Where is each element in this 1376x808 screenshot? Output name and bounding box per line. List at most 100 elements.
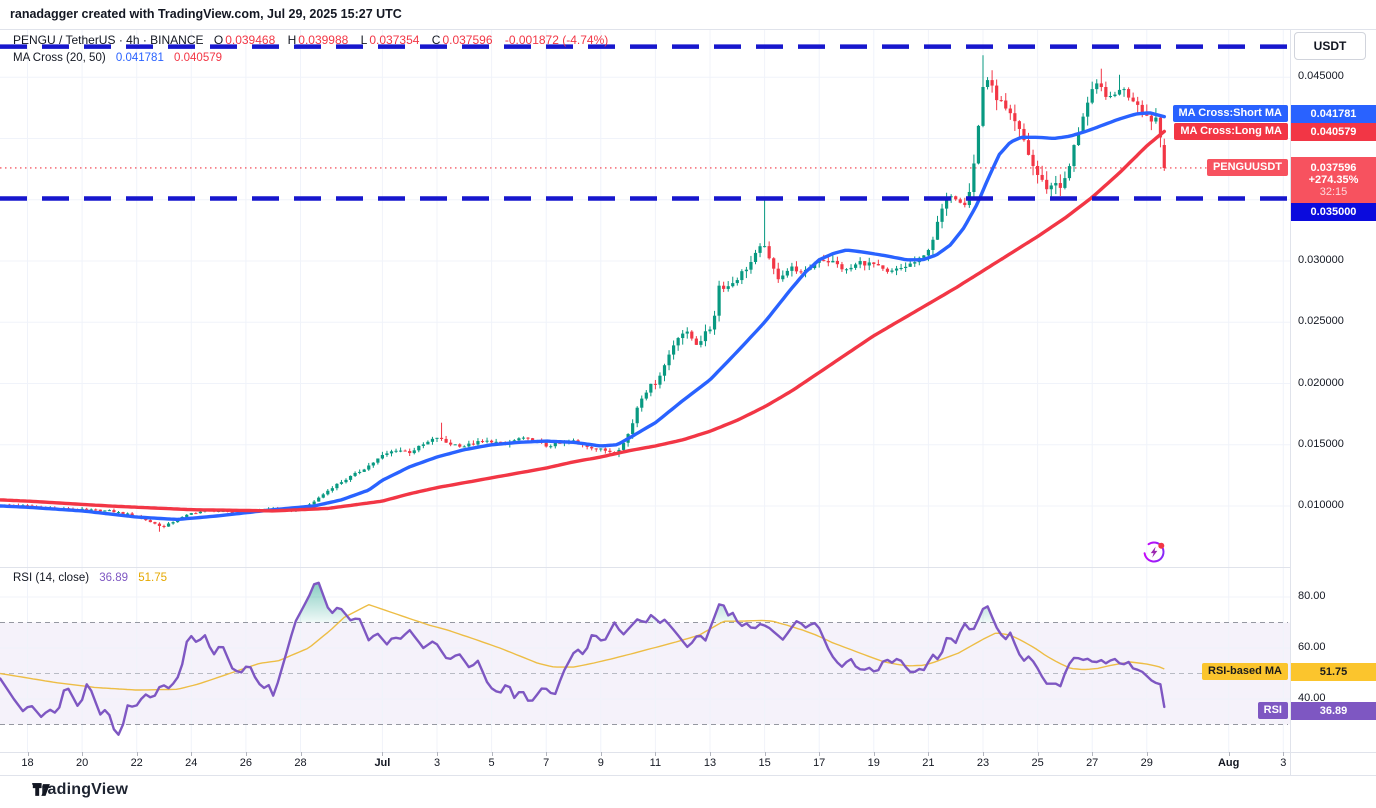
time-axis-label[interactable]: 25 xyxy=(1031,757,1044,769)
time-tick-mark xyxy=(1037,752,1039,756)
rsi-value: 36.89 xyxy=(99,572,129,584)
rsi-value-label: 36.89 xyxy=(1291,701,1376,720)
time-tick-mark xyxy=(819,752,821,756)
time-tick-mark xyxy=(655,752,657,756)
time-axis-label[interactable]: 3 xyxy=(1280,757,1287,769)
instant-trading-icon[interactable] xyxy=(1141,539,1167,565)
time-axis-label[interactable]: 23 xyxy=(976,757,990,769)
high-label: H xyxy=(287,33,297,47)
time-axis-label[interactable]: 20 xyxy=(75,757,89,769)
ma-short-value: 0.041781 xyxy=(115,52,164,64)
currency-toggle-button[interactable]: USDT xyxy=(1294,32,1366,60)
open-value: 0.039468 xyxy=(225,33,276,47)
price-pane[interactable] xyxy=(0,30,1290,568)
time-axis-label[interactable]: 24 xyxy=(185,757,198,769)
long-ma-price-label: 0.040579 xyxy=(1291,122,1376,141)
price-tick-label[interactable]: 0.010000 xyxy=(1298,499,1344,511)
rsi-line xyxy=(0,581,1166,736)
ma-long-value: 0.040579 xyxy=(174,52,223,64)
price-tick-label[interactable]: 0.045000 xyxy=(1298,70,1344,83)
close-label: C xyxy=(431,33,441,47)
time-axis-label[interactable]: 7 xyxy=(543,757,550,769)
time-axis-label[interactable]: 19 xyxy=(867,757,880,769)
support-level-label: 0.035000 xyxy=(1291,203,1376,221)
tradingview-logo[interactable]: TradingView xyxy=(32,781,128,799)
time-axis-label[interactable]: Jul xyxy=(374,757,391,769)
time-tick-mark xyxy=(491,752,493,756)
change-value: -0.001872 (-4.74%) xyxy=(504,33,609,47)
time-tick-mark xyxy=(600,752,602,756)
last-price-value: 0.037596 xyxy=(1310,162,1357,174)
rsi-ma-line xyxy=(0,604,1165,691)
time-axis-divider xyxy=(0,752,1376,753)
time-tick-mark xyxy=(1228,752,1230,756)
price-tick-label[interactable]: 0.030000 xyxy=(1298,254,1344,266)
rsi-ma-value: 51.75 xyxy=(138,572,168,584)
long-ma-tag: MA Cross:Long MA xyxy=(1174,122,1288,140)
time-axis-label[interactable]: 28 xyxy=(294,757,307,769)
header-divider xyxy=(0,29,1376,30)
time-tick-mark xyxy=(191,752,193,756)
price-axis-border xyxy=(1290,30,1291,775)
time-tick-mark xyxy=(710,752,711,756)
open-label: O xyxy=(213,33,224,47)
time-axis-label[interactable]: 26 xyxy=(239,757,253,769)
time-axis-label[interactable]: 13 xyxy=(703,757,717,769)
rsi-tag: RSI xyxy=(1257,701,1288,719)
time-axis-label[interactable]: 3 xyxy=(433,757,441,769)
close-value: 0.037596 xyxy=(442,33,493,47)
watermark-header: ranadagger created with TradingView.com,… xyxy=(10,7,402,21)
symbol-price-tag: PENGUUSDT xyxy=(1206,159,1288,176)
time-axis-label[interactable]: 5 xyxy=(488,757,495,769)
time-tick-mark xyxy=(983,752,984,756)
rsi-legend[interactable]: RSI (14, close) 36.89 51.75 xyxy=(13,572,169,584)
time-axis-label[interactable]: 9 xyxy=(597,757,604,769)
price-tick-label[interactable]: 0.020000 xyxy=(1298,376,1344,389)
time-tick-mark xyxy=(1283,752,1285,756)
bar-countdown: 32:15 xyxy=(1319,186,1348,198)
time-axis-label[interactable]: 17 xyxy=(813,757,826,769)
rsi-pane[interactable] xyxy=(0,568,1290,752)
time-tick-mark xyxy=(27,752,29,756)
rsi-tick-label[interactable]: 60.00 xyxy=(1298,641,1326,653)
time-axis-label[interactable]: 22 xyxy=(130,757,143,769)
time-axis-label[interactable]: 29 xyxy=(1140,757,1153,769)
ma-cross-legend[interactable]: MA Cross (20, 50) 0.041781 0.040579 xyxy=(13,52,224,64)
high-value: 0.039988 xyxy=(298,33,349,47)
time-axis-label[interactable]: 21 xyxy=(922,757,935,769)
time-axis-label[interactable]: 18 xyxy=(21,757,34,769)
rsi-overbought-fill xyxy=(295,582,995,623)
time-axis-label[interactable]: 15 xyxy=(758,757,771,769)
time-tick-mark xyxy=(1092,752,1094,756)
rsi-title: RSI (14, close) xyxy=(13,572,90,584)
short-ma-tag: MA Cross:Short MA xyxy=(1172,104,1288,122)
last-price-label: 0.037596 +274.35% 32:15 xyxy=(1291,157,1376,203)
symbol-legend[interactable]: PENGU / TetherUS · 4h · BINANCE O 0.03946… xyxy=(13,33,610,47)
short-ma-price-label: 0.041781 xyxy=(1291,104,1376,123)
time-axis-label[interactable]: 27 xyxy=(1086,757,1099,769)
ma-cross-title: MA Cross (20, 50) xyxy=(13,52,106,64)
rsi-tick-label[interactable]: 40.00 xyxy=(1298,692,1326,704)
rsi-tick-label[interactable]: 80.00 xyxy=(1298,590,1326,602)
change-percent: +274.35% xyxy=(1308,174,1359,186)
time-tick-mark xyxy=(382,752,384,756)
low-value: 0.037354 xyxy=(369,33,420,47)
symbol-title: PENGU / TetherUS · 4h · BINANCE xyxy=(13,33,204,47)
price-tick-label[interactable]: 0.015000 xyxy=(1298,437,1344,450)
time-tick-mark xyxy=(136,752,138,756)
time-tick-mark xyxy=(764,752,766,756)
time-tick-mark xyxy=(300,752,302,756)
ma-short-line xyxy=(0,111,1167,522)
rsi-ma-tag: RSI-based MA xyxy=(1202,662,1288,680)
tradingview-brand-text: TradingView xyxy=(32,781,129,798)
tradingview-mark-icon xyxy=(32,784,50,796)
pane-divider[interactable] xyxy=(0,567,1290,568)
ma-long-line xyxy=(0,129,1167,513)
time-axis-label[interactable]: 11 xyxy=(649,757,662,769)
time-tick-mark xyxy=(437,752,438,756)
time-axis-label[interactable]: Aug xyxy=(1217,757,1240,769)
time-tick-mark xyxy=(82,752,84,756)
price-tick-label[interactable]: 0.025000 xyxy=(1298,315,1344,328)
time-tick-mark xyxy=(928,752,930,756)
time-tick-mark xyxy=(546,752,548,756)
